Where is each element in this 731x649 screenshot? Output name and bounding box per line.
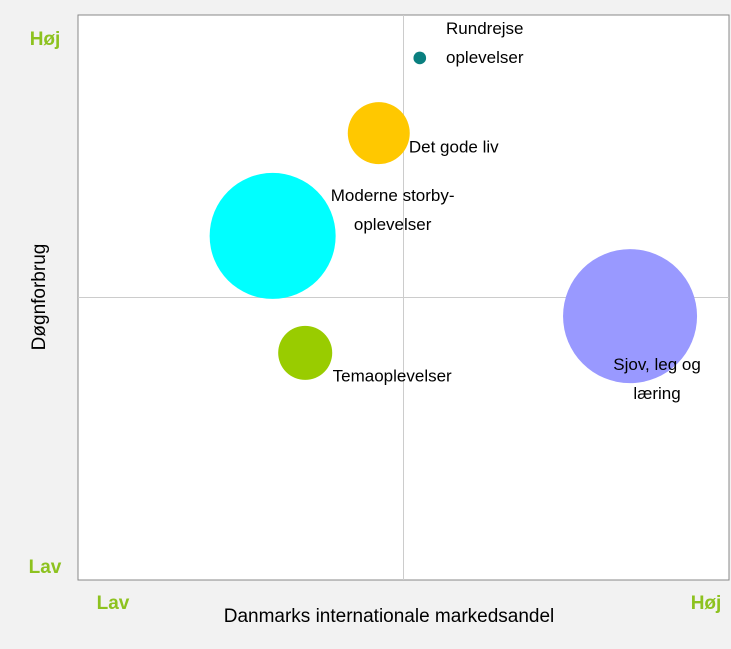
- y-low-label: Lav: [29, 557, 62, 578]
- bubble-label: Det gode liv: [409, 138, 499, 157]
- bubble: [413, 51, 427, 65]
- bubble-label: oplevelser: [354, 215, 432, 234]
- bubble-label: oplevelser: [446, 48, 524, 67]
- bubble-label: Sjov, leg og: [613, 355, 701, 374]
- bubble: [563, 249, 698, 384]
- bubble-label: Temaoplevelser: [333, 366, 452, 385]
- bubble-label: Moderne storby-: [331, 186, 455, 205]
- bubble: [278, 325, 333, 380]
- y-axis-label: Døgnforbrug: [29, 244, 50, 351]
- x-axis-label: Danmarks internationale markedsandel: [224, 606, 555, 627]
- bubble-label: Rundrejse: [446, 19, 524, 38]
- bubble: [209, 172, 336, 299]
- bubble: [347, 102, 410, 165]
- x-high-label: Høj: [691, 593, 722, 614]
- x-low-label: Lav: [97, 593, 130, 614]
- bubble-label: læring: [633, 384, 680, 403]
- y-high-label: Høj: [30, 29, 61, 50]
